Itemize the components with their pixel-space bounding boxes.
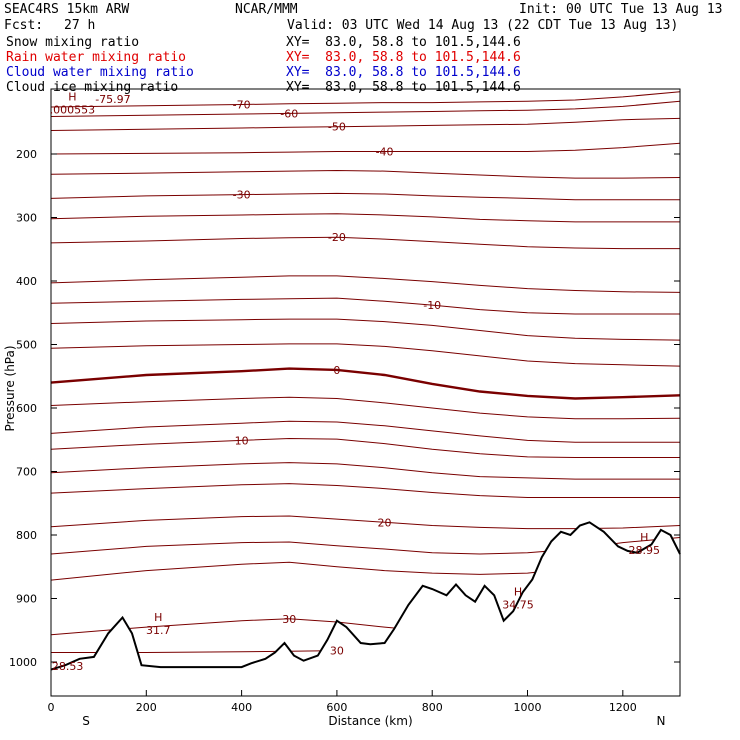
isotherm-line [50, 483, 680, 498]
terrain-layer [50, 521, 681, 696]
isotherm-label: 30 [330, 645, 344, 658]
fcst-label: Fcst: [4, 18, 44, 33]
max-marker: H [640, 531, 648, 544]
field-rain-name: Rain water mixing ratio [6, 50, 187, 65]
y-tick-label: 500 [16, 339, 37, 352]
y-tick-label: 300 [16, 212, 37, 225]
y-tick-label: 800 [16, 529, 37, 542]
y-tick-label: 900 [16, 593, 37, 606]
isotherm-line [50, 192, 680, 201]
x-tick-label: 1000 [514, 701, 542, 714]
plot-frame [50, 88, 681, 697]
field-snow-xy: XY= 83.0, 58.8 to 101.5,144.6 [286, 35, 521, 50]
south-label: S [82, 714, 90, 728]
isotherm-label: -30 [233, 189, 251, 202]
valid-time: Valid: 03 UTC Wed 14 Aug 13 (22 CDT Tue … [287, 18, 679, 33]
isotherm-line [50, 275, 681, 293]
isotherm-line [50, 213, 680, 223]
annotation-layer: -70-60-50-40-30-20-10010203030H.000553H3… [50, 90, 660, 673]
x-tick-label: 200 [136, 701, 157, 714]
isotherm-line [50, 420, 680, 443]
extra-label: -75.97 [95, 93, 130, 106]
isotherm-label: 10 [235, 434, 249, 447]
axes-layer: 0 200 400 600 800 1000 12002003004005006007008… [3, 148, 680, 728]
max-marker: H [68, 90, 76, 103]
x-tick-label: 400 [231, 701, 252, 714]
extra-label: 28.53 [52, 660, 84, 673]
terrain-fill [51, 522, 680, 696]
isotherm-line [50, 437, 680, 458]
isotherm-label: -20 [328, 231, 346, 244]
field-cloudwater-name: Cloud water mixing ratio [6, 65, 194, 80]
isotherm-line [50, 91, 681, 108]
isotherm-label: -60 [280, 107, 298, 120]
max-value: 31.7 [146, 624, 171, 637]
isotherm-label: 0 [333, 364, 340, 377]
y-tick-label: 400 [16, 275, 37, 288]
x-tick-label: 600 [326, 701, 347, 714]
field-rain-xy: XY= 83.0, 58.8 to 101.5,144.6 [286, 50, 521, 65]
org-title: NCAR/MMM [235, 2, 298, 17]
field-cloudice-xy: XY= 83.0, 58.8 to 101.5,144.6 [286, 80, 521, 95]
isotherm-label: 30 [282, 613, 296, 626]
isotherm-line [50, 117, 681, 131]
init-time: Init: 00 UTC Tue 13 Aug 13 [519, 2, 723, 17]
y-axis-title: Pressure (hPa) [3, 345, 17, 431]
isotherm-label: -50 [328, 121, 346, 134]
isotherm-line [50, 367, 681, 400]
isotherm-label: -70 [233, 98, 251, 111]
isotherm-label: -40 [376, 145, 394, 158]
isotherm-line [50, 100, 681, 117]
y-tick-label: 700 [16, 466, 37, 479]
model-title: SEAC4RS 15km ARW [4, 2, 130, 17]
isotherm-line [50, 396, 681, 420]
fcst-value: 27 h [64, 18, 96, 33]
isotherm-line [50, 236, 680, 250]
max-marker: H [154, 611, 162, 624]
x-axis-title: Distance (km) [328, 714, 412, 728]
max-marker: H [514, 586, 522, 599]
isotherm-line [50, 169, 681, 179]
field-cloudwater-xy: XY= 83.0, 58.8 to 101.5,144.6 [286, 65, 521, 80]
isotherm-line [50, 142, 681, 155]
max-value: 34.75 [502, 599, 534, 612]
y-tick-label: 200 [16, 148, 37, 161]
isotherm-line [50, 462, 680, 480]
x-tick-label: 1200 [609, 701, 637, 714]
terrain-line [50, 521, 681, 671]
x-tick-label: 800 [422, 701, 443, 714]
field-snow-name: Snow mixing ratio [6, 35, 140, 50]
x-tick-label: 0 [48, 701, 55, 714]
y-tick-label: 1000 [9, 656, 37, 669]
isotherm-line [50, 318, 681, 341]
isotherm-label: -10 [423, 299, 441, 312]
field-cloudice-name: Cloud ice mixing ratio [6, 80, 179, 95]
isotherm-line [50, 297, 680, 315]
isotherm-line [50, 343, 681, 367]
isotherm-label: 20 [378, 516, 392, 529]
max-value: .000553 [50, 103, 96, 116]
max-value: 28.95 [629, 544, 661, 557]
y-tick-label: 600 [16, 402, 37, 415]
north-label: N [657, 714, 666, 728]
